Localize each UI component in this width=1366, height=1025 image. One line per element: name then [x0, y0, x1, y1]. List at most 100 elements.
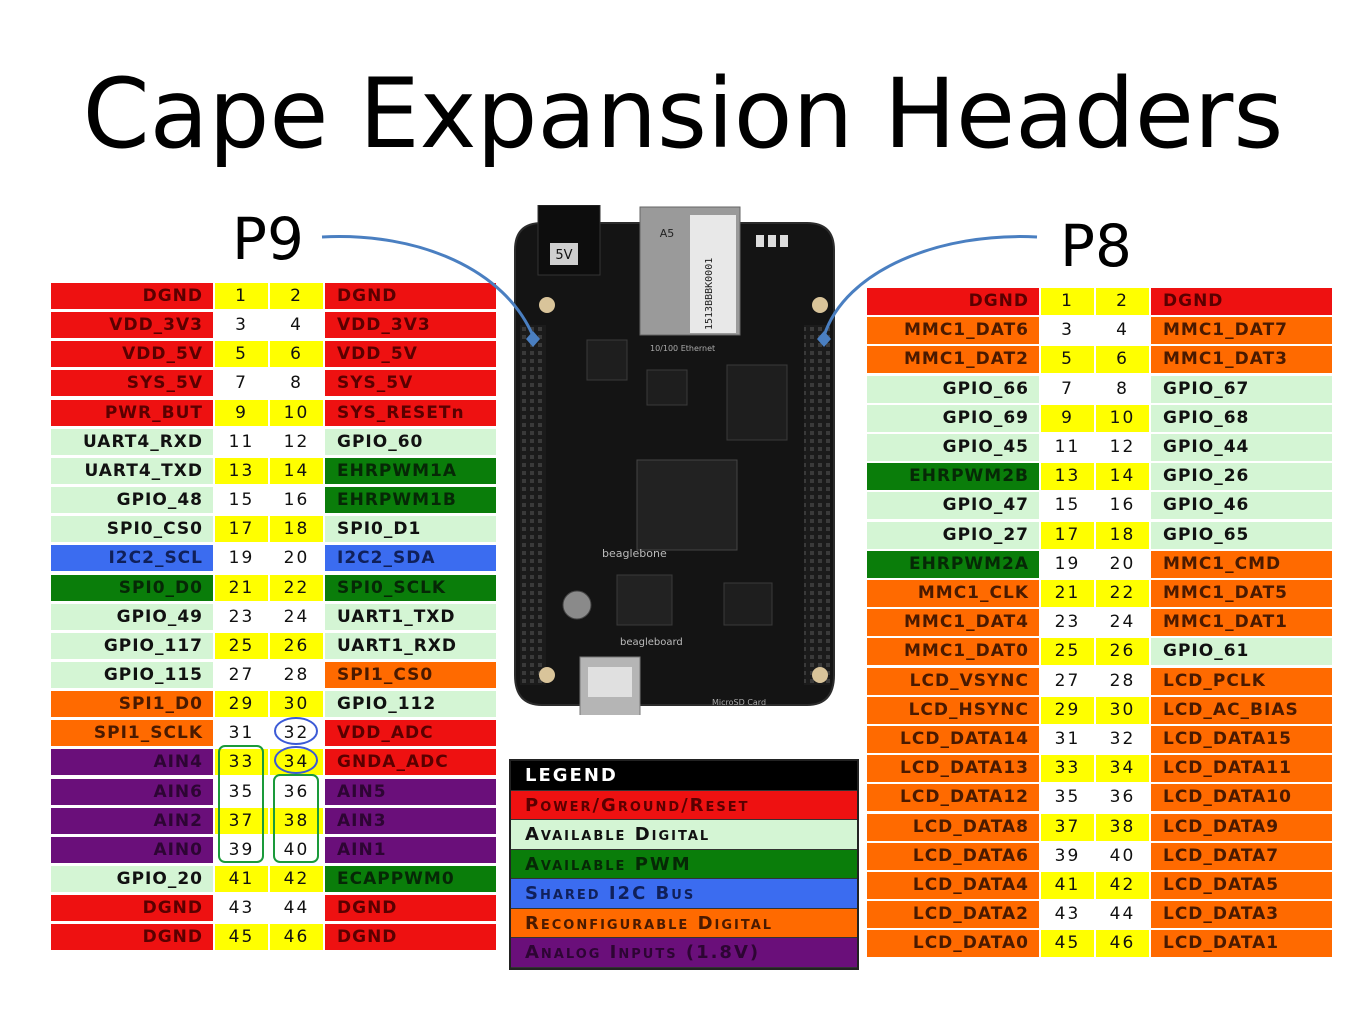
p8-pin-42-signal: LCD_DATA5 — [1151, 872, 1332, 899]
p9-row: SPI0_D0 21 22 SPI0_SCLK — [51, 574, 497, 602]
p8-pin-3-signal: MMC1_DAT6 — [867, 317, 1039, 345]
p8-pin-28-signal: LCD_PCLK — [1151, 667, 1332, 695]
p8-row: MMC1_DAT0 25 26 GPIO_61 — [867, 638, 1334, 666]
p8-pin-12-signal: GPIO_44 — [1151, 434, 1332, 461]
p9-pin-29-signal: SPI1_D0 — [51, 691, 213, 718]
p9-pin-9-signal: PWR_BUT — [51, 399, 213, 426]
p9-pin-table: DGND 1 2 DGND VDD_3V3 3 4 VDD_3V3 VDD_5V 5 6 VDD_5V… — [51, 283, 497, 953]
p8-pin-43-signal: LCD_DATA2 — [867, 901, 1039, 929]
p9-pin-17-signal: SPI0_CS0 — [51, 516, 213, 543]
p8-row: LCD_DATA6 39 40 LCD_DATA7 — [867, 842, 1334, 870]
p9-pin-35-number: 35 — [215, 778, 268, 805]
p9-row: GPIO_48 15 16 EHRPWM1B — [51, 487, 497, 514]
p9-row: UART4_RXD 11 12 GPIO_60 — [51, 428, 497, 456]
p9-row: AIN6 35 36 AIN5 — [51, 778, 497, 806]
p8-pin-42-number: 42 — [1096, 872, 1149, 899]
p8-row: EHRPWM2B 13 14 GPIO_26 — [867, 463, 1334, 491]
legend-title: LEGEND — [511, 761, 857, 791]
p9-pin-22-number: 22 — [270, 574, 323, 601]
p9-pin-18-signal: SPI0_D1 — [325, 516, 496, 543]
p8-pin-15-signal: GPIO_47 — [867, 492, 1039, 520]
p9-pin-2-number: 2 — [270, 283, 323, 309]
p9-pin-43-number: 43 — [215, 895, 268, 922]
p8-pin-3-number: 3 — [1041, 317, 1094, 345]
p8-pin-13-signal: EHRPWM2B — [867, 463, 1039, 491]
p8-pin-38-number: 38 — [1096, 813, 1149, 841]
p9-pin-19-signal: I2C2_SCL — [51, 545, 213, 572]
p9-pin-21-number: 21 — [215, 574, 268, 601]
legend-item-power: Power/Ground/Reset — [511, 790, 857, 820]
p9-pin-42-signal: ECAPPWM0 — [325, 866, 496, 892]
p9-pin-7-signal: SYS_5V — [51, 370, 213, 397]
p9-header-label: P9 — [232, 205, 304, 273]
p8-pin-35-number: 35 — [1041, 784, 1094, 812]
p9-pin-7-number: 7 — [215, 370, 268, 397]
p8-pin-16-number: 16 — [1096, 492, 1149, 520]
p9-pin-3-number: 3 — [215, 312, 268, 339]
p8-pin-45-number: 45 — [1041, 930, 1094, 958]
p8-pin-10-number: 10 — [1096, 404, 1149, 432]
p9-pin-22-signal: SPI0_SCLK — [325, 574, 496, 601]
p8-pin-24-number: 24 — [1096, 609, 1149, 637]
p9-pin-26-signal: UART1_RXD — [325, 632, 496, 659]
p8-pin-17-number: 17 — [1041, 521, 1094, 549]
p9-pin-36-number: 36 — [270, 778, 323, 805]
p8-row: LCD_DATA0 45 46 LCD_DATA1 — [867, 930, 1334, 958]
p8-row: EHRPWM2A 19 20 MMC1_CMD — [867, 550, 1334, 578]
p8-row: GPIO_45 11 12 GPIO_44 — [867, 434, 1334, 461]
p8-row: MMC1_DAT4 23 24 MMC1_DAT1 — [867, 609, 1334, 637]
p9-pin-6-signal: VDD_5V — [325, 341, 496, 368]
p9-pin-26-number: 26 — [270, 632, 323, 659]
p9-pin-11-number: 11 — [215, 428, 268, 455]
p9-pin-46-signal: DGND — [325, 924, 496, 951]
p9-pin-5-number: 5 — [215, 341, 268, 368]
p9-pin-25-number: 25 — [215, 632, 268, 659]
p8-pin-29-signal: LCD_HSYNC — [867, 696, 1039, 724]
p9-pin-42-number: 42 — [270, 866, 323, 892]
p8-pin-35-signal: LCD_DATA12 — [867, 784, 1039, 812]
p8-pin-34-signal: LCD_DATA11 — [1151, 755, 1332, 783]
p8-pin-1-number: 1 — [1041, 288, 1094, 315]
p8-pin-2-signal: DGND — [1151, 288, 1332, 315]
p8-pin-44-signal: LCD_DATA3 — [1151, 901, 1332, 929]
p8-pin-14-signal: GPIO_26 — [1151, 463, 1332, 491]
p9-pin-33-number: 33 — [215, 749, 268, 776]
p8-pin-31-number: 31 — [1041, 726, 1094, 753]
p9-pin-24-number: 24 — [270, 603, 323, 630]
p8-pin-41-signal: LCD_DATA4 — [867, 872, 1039, 899]
p8-pin-22-signal: MMC1_DAT5 — [1151, 580, 1332, 607]
p9-pin-39-signal: AIN0 — [51, 836, 213, 863]
p8-pin-26-signal: GPIO_61 — [1151, 638, 1332, 666]
p9-row: AIN0 39 40 AIN1 — [51, 836, 497, 864]
microsd-caption: MicroSD Card — [712, 698, 766, 707]
p8-pin-18-signal: GPIO_65 — [1151, 521, 1332, 549]
legend: LEGEND Power/Ground/Reset Available Digit… — [509, 759, 859, 970]
legend-item-analog: Analog Inputs (1.8V) — [511, 938, 857, 968]
p8-pin-14-number: 14 — [1096, 463, 1149, 491]
p8-pin-24-signal: MMC1_DAT1 — [1151, 609, 1332, 637]
p8-pin-43-number: 43 — [1041, 901, 1094, 929]
p9-pin-10-number: 10 — [270, 399, 323, 426]
ain-left-highlight — [218, 745, 264, 863]
p8-pin-8-signal: GPIO_67 — [1151, 375, 1332, 403]
p9-row: AIN2 37 38 AIN3 — [51, 807, 497, 835]
p8-pin-37-signal: LCD_DATA8 — [867, 813, 1039, 841]
p9-pointer-head — [526, 331, 540, 347]
ethernet-caption: 10/100 Ethernet — [650, 344, 715, 353]
p8-pin-38-signal: LCD_DATA9 — [1151, 813, 1332, 841]
p8-row: DGND 1 2 DGND — [867, 288, 1334, 315]
p9-row: PWR_BUT 9 10 SYS_RESETn — [51, 399, 497, 427]
p8-pin-15-number: 15 — [1041, 492, 1094, 520]
p9-pin-39-number: 39 — [215, 836, 268, 863]
p9-pin-36-signal: AIN5 — [325, 778, 496, 805]
p8-pin-20-signal: MMC1_CMD — [1151, 550, 1332, 578]
p9-pin-23-signal: GPIO_49 — [51, 603, 213, 630]
p9-pointer-arrow — [321, 235, 535, 337]
p8-row: GPIO_66 7 8 GPIO_67 — [867, 375, 1334, 403]
p8-pin-9-signal: GPIO_69 — [867, 404, 1039, 432]
p8-pin-34-number: 34 — [1096, 755, 1149, 783]
p9-row: GPIO_20 41 42 ECAPPWM0 — [51, 866, 497, 893]
p9-pin-30-signal: GPIO_112 — [325, 691, 496, 718]
p8-pin-4-signal: MMC1_DAT7 — [1151, 317, 1332, 345]
